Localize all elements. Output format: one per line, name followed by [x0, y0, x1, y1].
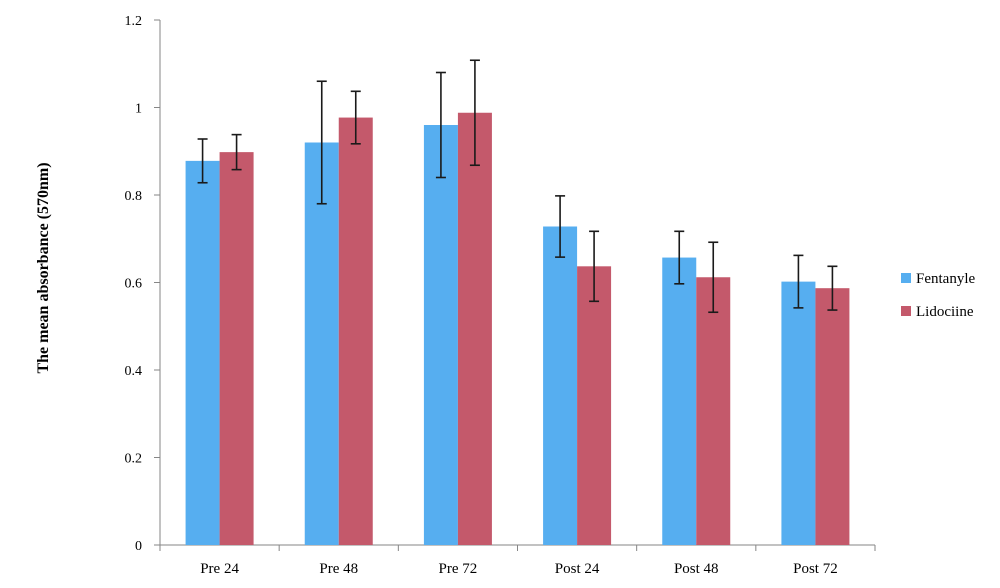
y-tick-label: 0.2 [125, 452, 143, 467]
legend-label-lidociine: Lidociine [916, 304, 974, 320]
x-tick-label: Pre 48 [319, 561, 358, 577]
bar-lidociine-pre-48 [338, 117, 373, 545]
y-tick-label: 1.2 [125, 14, 143, 29]
y-tick-label: 0.4 [125, 364, 143, 379]
y-tick-label: 0.6 [125, 277, 143, 292]
bar-lidociine-post-24 [577, 266, 612, 545]
x-tick-label: Post 72 [793, 561, 838, 577]
x-tick-label: Pre 24 [200, 561, 239, 577]
bar-lidociine-post-48 [696, 277, 731, 545]
legend-label-fentanyle: Fentanyle [916, 271, 975, 287]
bar-fentanyle-pre-72 [423, 125, 458, 545]
x-tick-label: Post 48 [674, 561, 719, 577]
x-tick-label: Pre 72 [439, 561, 478, 577]
y-axis-label: The mean absorbance (570nm) [35, 162, 52, 373]
y-tick-label: 0.8 [125, 189, 143, 204]
legend-swatch-lidociine [901, 306, 911, 316]
error-bars [197, 59, 838, 314]
bar-fentanyle-post-24 [543, 226, 578, 545]
y-tick-label: 0 [135, 539, 142, 554]
legend-swatch-fentanyle [901, 273, 911, 283]
axes: 0 0.2 0.4 0.6 0.8 1 1.2 Pre 24 Pre 48 Pre 72 Post … [125, 14, 876, 577]
y-tick-label: 1 [135, 102, 142, 117]
bar-lidociine-pre-24 [219, 152, 254, 545]
bar-fentanyle-post-72 [781, 281, 816, 545]
bar-lidociine-pre-72 [457, 112, 492, 545]
bars [185, 112, 850, 545]
legend: Fentanyle Lidociine [901, 271, 975, 320]
bar-fentanyle-pre-48 [304, 142, 339, 545]
bar-fentanyle-pre-24 [185, 160, 220, 545]
bar-lidociine-post-72 [815, 288, 850, 545]
x-tick-label: Post 24 [555, 561, 600, 577]
bar-fentanyle-post-48 [662, 257, 697, 545]
